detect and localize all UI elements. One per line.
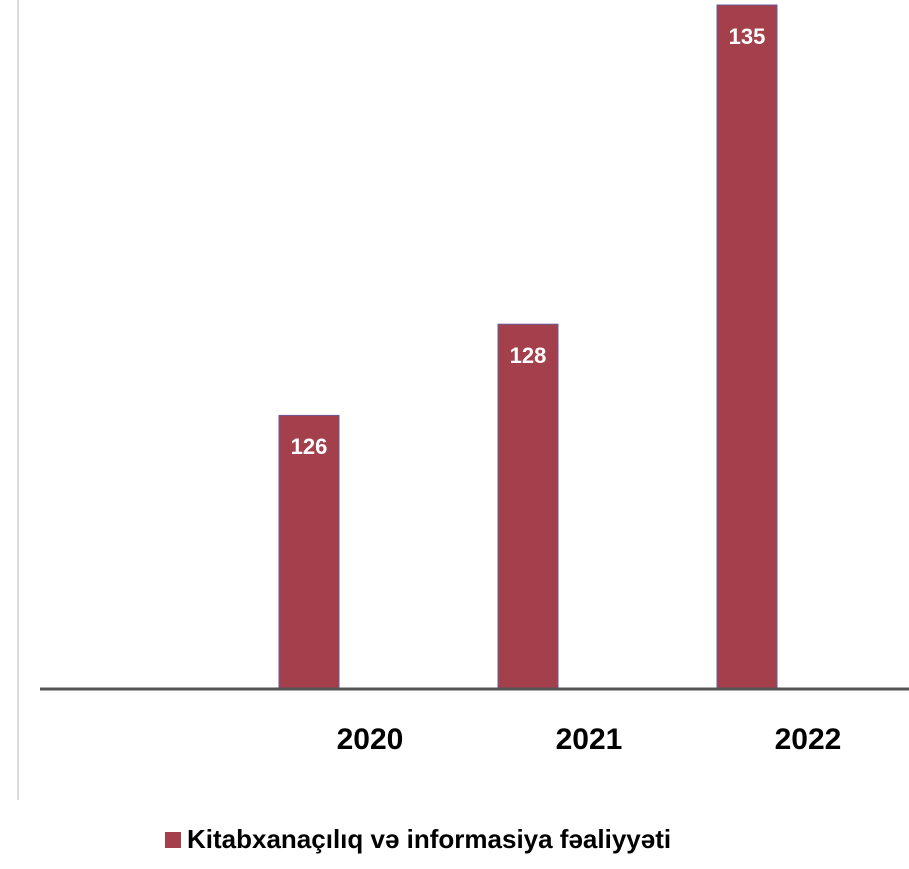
x-tick-label: 2021 [556, 723, 623, 756]
legend-swatch [165, 832, 181, 848]
bar [497, 323, 559, 690]
x-tick-label: 2020 [337, 723, 404, 756]
value-label: 128 [510, 343, 547, 368]
bar [716, 4, 778, 690]
x-tick-label: 2022 [775, 723, 842, 756]
legend-label: Kitabxanaçılıq və informasiya fəaliyyəti [187, 824, 671, 854]
value-label: 135 [729, 24, 766, 49]
value-label: 126 [291, 434, 328, 459]
